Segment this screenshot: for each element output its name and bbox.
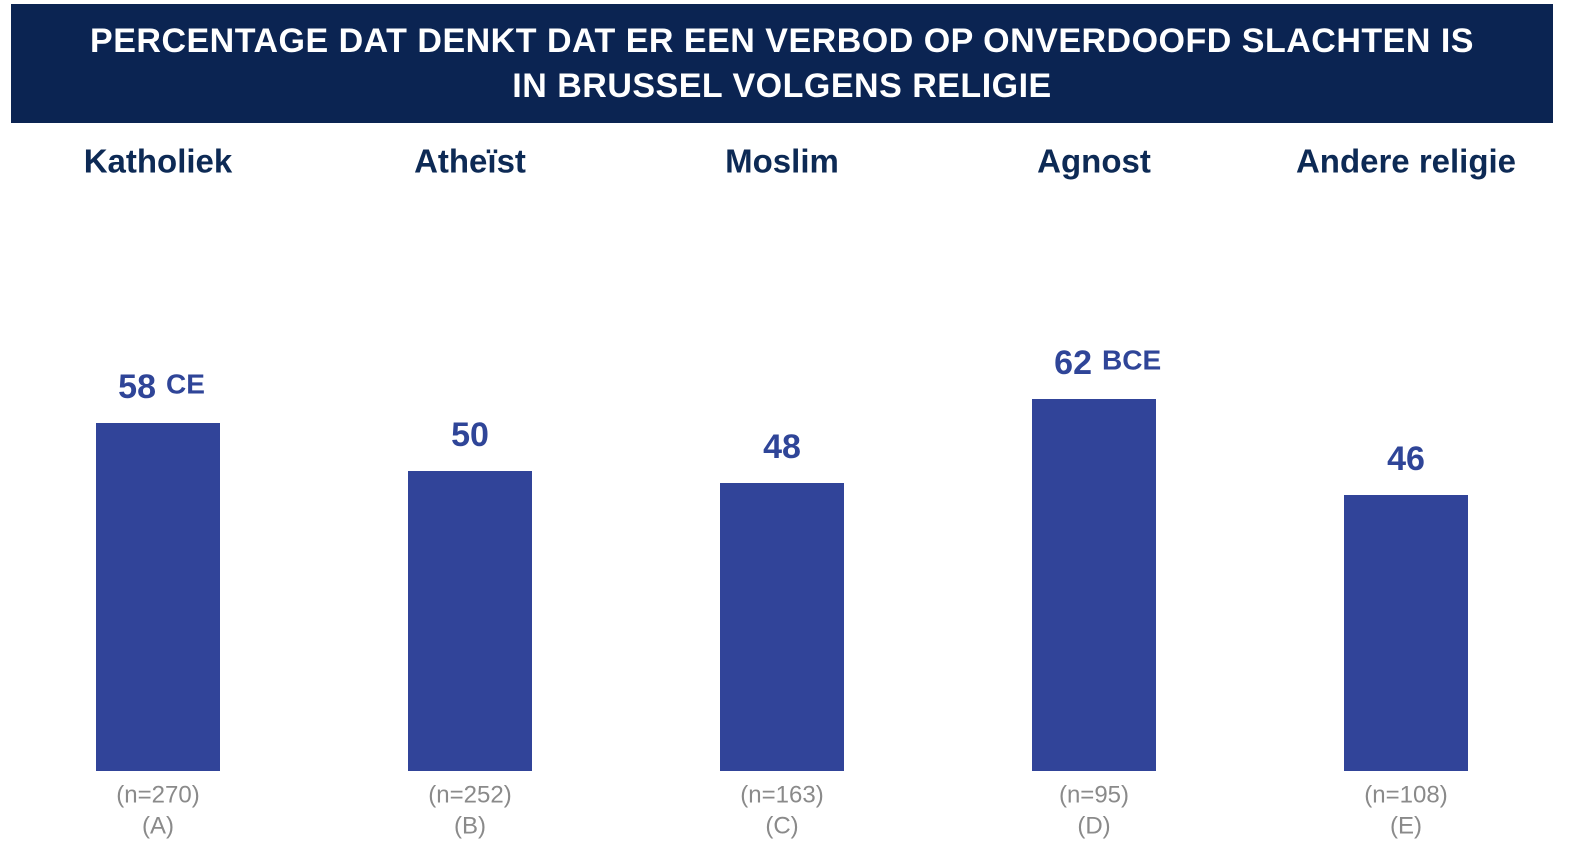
sample-size: (n=270) <box>116 781 199 808</box>
significance-label: BCE <box>1102 344 1161 375</box>
bar <box>96 423 220 771</box>
title-band: PERCENTAGE DAT DENKT DAT ER EEN VERBOD O… <box>11 4 1553 123</box>
category-label: Andere religie <box>1296 143 1516 180</box>
value-label: 46 <box>1387 440 1425 478</box>
category-label: Atheïst <box>414 143 526 180</box>
category-label: Katholiek <box>84 143 233 180</box>
bar <box>1032 399 1156 771</box>
category-label: Moslim <box>725 143 839 180</box>
group-letter: (C) <box>765 812 798 839</box>
group-letter: (A) <box>142 812 174 839</box>
value-label: 50 <box>451 416 489 454</box>
bar <box>408 471 532 771</box>
group-letter: (B) <box>454 812 486 839</box>
category-label: Agnost <box>1037 143 1151 180</box>
sample-size: (n=252) <box>428 781 511 808</box>
sample-size: (n=108) <box>1364 781 1447 808</box>
group-letter: (D) <box>1077 812 1110 839</box>
group-letter: (E) <box>1390 812 1422 839</box>
bar <box>1344 495 1468 771</box>
significance-label: CE <box>166 368 205 399</box>
sample-size: (n=95) <box>1059 781 1129 808</box>
sample-size: (n=163) <box>740 781 823 808</box>
bar <box>720 483 844 771</box>
value-label: 62 <box>1054 344 1092 382</box>
value-label: 58 <box>118 368 156 406</box>
value-label: 48 <box>763 428 801 466</box>
chart-title: PERCENTAGE DAT DENKT DAT ER EEN VERBOD O… <box>90 21 1474 105</box>
